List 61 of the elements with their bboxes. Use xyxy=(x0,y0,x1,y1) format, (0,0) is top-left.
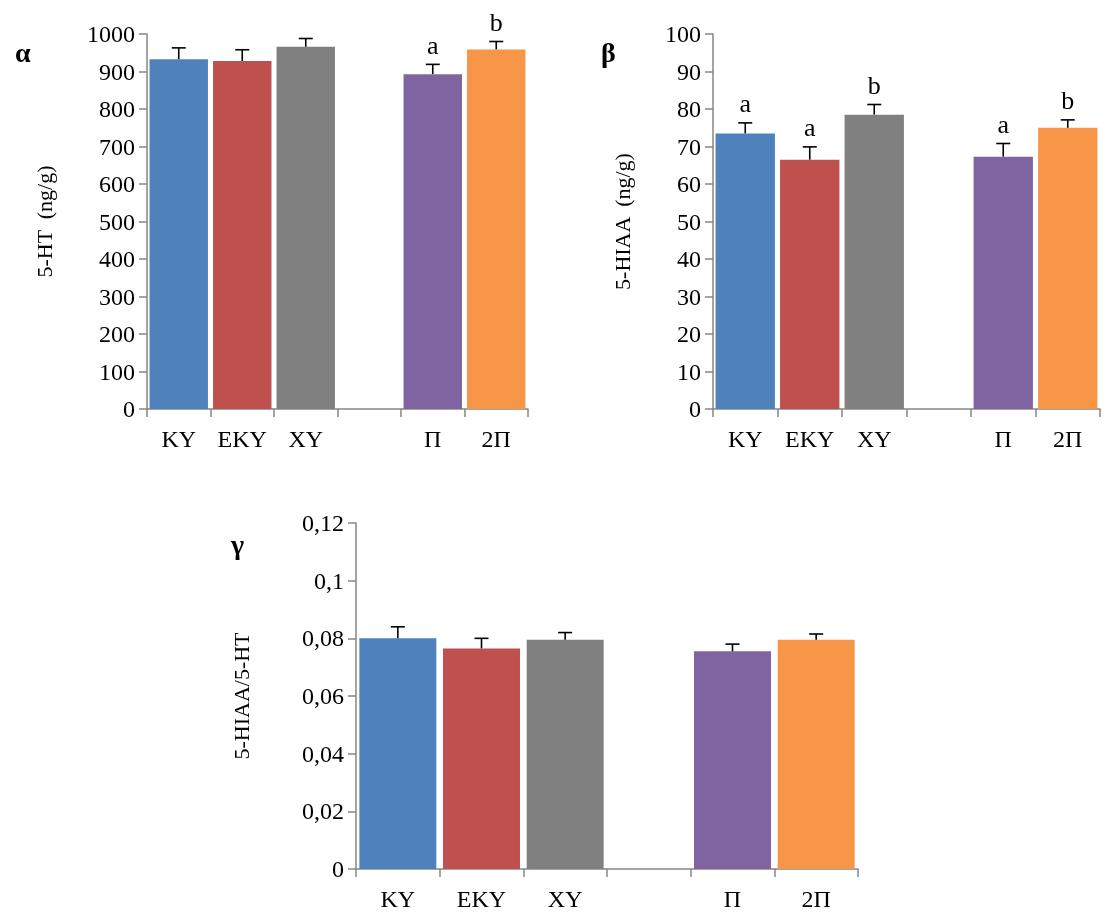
y-tick-label: 0,04 xyxy=(302,740,344,767)
y-tick-label: 300 xyxy=(99,283,135,310)
chart-title: α xyxy=(15,36,31,68)
annotation: a xyxy=(803,113,816,143)
x-tick-label: 2Π xyxy=(481,426,511,452)
y-tick-label: 40 xyxy=(677,246,701,272)
annotation: a xyxy=(426,30,439,60)
y-tick-label: 20 xyxy=(677,321,701,347)
y-tick-label: 0 xyxy=(689,396,701,422)
chart-title: γ xyxy=(230,528,245,560)
x-tick-label: ΚΥ xyxy=(380,886,416,912)
annotation: a xyxy=(997,110,1010,139)
x-tick-label: ΕΚΥ xyxy=(785,426,835,452)
bar xyxy=(780,159,840,409)
x-tick-label: ΕΚΥ xyxy=(217,426,267,452)
annotation: a xyxy=(739,89,752,119)
x-tick-label: ΧΥ xyxy=(856,426,892,452)
x-tick-label: ΚΥ xyxy=(727,426,763,452)
y-tick-label: 600 xyxy=(99,171,135,197)
chart-title: β xyxy=(601,36,616,68)
x-tick-label: ΧΥ xyxy=(288,426,324,452)
y-tick-label: 30 xyxy=(677,283,701,310)
y-tick-label: 90 xyxy=(677,58,701,85)
y-axis-title: 5-HIAA/5-HT xyxy=(228,631,254,760)
bar xyxy=(1038,127,1098,409)
y-tick-label: 0,02 xyxy=(302,798,344,825)
y-axis-title: 5-HT (ng/g) xyxy=(31,165,57,278)
y-tick-label: 50 xyxy=(677,208,701,235)
y-tick-label: 1000 xyxy=(87,21,135,47)
x-tick-label: ΚΥ xyxy=(161,426,197,452)
y-tick-label: 900 xyxy=(99,58,135,85)
y-tick-label: 500 xyxy=(99,208,135,235)
y-tick-label: 200 xyxy=(99,321,135,347)
y-tick-label: 0 xyxy=(332,856,344,882)
annotation: b xyxy=(867,71,881,100)
annotation: b xyxy=(489,8,503,37)
y-tick-label: 80 xyxy=(677,96,701,122)
x-tick-label: ΧΥ xyxy=(547,886,583,912)
y-axis-title: 5-HIAA (ng/g) xyxy=(609,153,635,290)
x-tick-label: 2Π xyxy=(801,886,831,912)
bar xyxy=(973,156,1033,409)
x-tick-label: Π xyxy=(994,426,1012,452)
x-tick-label: Π xyxy=(723,886,742,912)
y-tick-label: 0,12 xyxy=(302,510,344,536)
x-tick-label: ΕΚΥ xyxy=(456,886,507,912)
y-tick-label: 70 xyxy=(677,133,701,160)
y-tick-label: 0,08 xyxy=(302,625,344,652)
y-tick-label: 0,1 xyxy=(314,567,344,594)
x-tick-label: Π xyxy=(424,426,442,452)
x-tick-label: 2Π xyxy=(1053,426,1083,452)
y-tick-label: 100 xyxy=(99,358,135,385)
y-tick-label: 700 xyxy=(99,133,135,160)
y-tick-label: 10 xyxy=(677,358,701,385)
y-tick-label: 0 xyxy=(123,396,135,422)
y-tick-label: 60 xyxy=(677,171,701,197)
y-tick-label: 800 xyxy=(99,96,135,122)
bar xyxy=(715,133,775,409)
annotation: b xyxy=(1061,86,1075,116)
y-tick-label: 0,06 xyxy=(302,683,344,709)
y-tick-label: 100 xyxy=(665,21,701,47)
y-tick-label: 400 xyxy=(99,246,135,272)
